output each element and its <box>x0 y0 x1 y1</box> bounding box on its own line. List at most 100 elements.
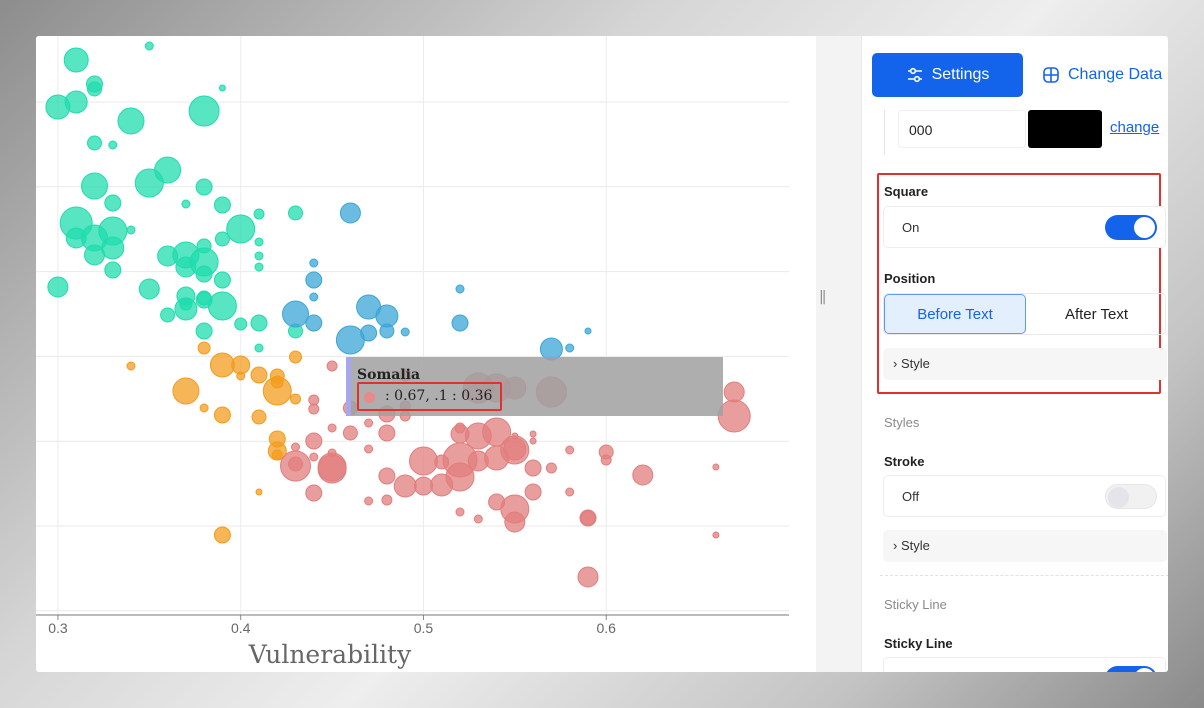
stroke-toggle-row: Off <box>883 475 1166 517</box>
data-point-red <box>378 424 396 442</box>
data-point-red <box>342 425 358 441</box>
toggle-knob <box>1134 668 1155 672</box>
data-point-green <box>63 47 89 73</box>
tooltip-title: Somalia <box>357 367 421 383</box>
data-point-orange <box>236 371 246 381</box>
data-point-green <box>214 231 230 247</box>
data-point-red <box>378 467 396 485</box>
tab-settings-label: Settings <box>931 66 990 83</box>
data-point-green <box>254 237 264 247</box>
data-point-red <box>529 437 537 445</box>
data-point-red <box>308 403 320 415</box>
grid-table-icon <box>1043 67 1059 83</box>
sticky-line-toggle-switch[interactable] <box>1105 666 1157 672</box>
data-point-green <box>154 156 182 184</box>
chevron-right-icon: › <box>893 356 898 371</box>
data-point-green <box>47 276 69 298</box>
data-point-orange <box>251 409 267 425</box>
data-point-red <box>430 473 454 497</box>
app-frame: 0.3 0.4 0.5 0.6 Vulnerability Somalia : 0.67… <box>36 36 1168 672</box>
tooltip-series-marker <box>364 392 375 403</box>
data-point-green <box>288 205 303 221</box>
data-point-red <box>454 422 466 434</box>
data-point-red <box>291 442 300 452</box>
color-swatch[interactable] <box>1028 110 1102 148</box>
x-tick-label: 0.4 <box>231 620 251 636</box>
drag-handle-icon[interactable]: || <box>819 289 827 305</box>
chart-area: 0.3 0.4 0.5 0.6 Vulnerability Somalia : 0.67… <box>36 36 816 672</box>
data-point-blue <box>339 202 361 224</box>
sticky-line-label: Sticky Line <box>884 636 953 651</box>
data-point-red <box>305 432 323 450</box>
position-after-text-option[interactable]: After Text <box>1064 305 1129 323</box>
square-settings-highlight <box>877 173 1161 394</box>
data-point-green <box>213 271 231 289</box>
data-point-green <box>196 290 212 306</box>
data-point-orange <box>199 403 209 413</box>
sliders-icon <box>907 67 922 83</box>
data-point-green <box>174 297 198 321</box>
data-point-green <box>160 307 176 323</box>
data-point-green <box>213 196 231 214</box>
data-point-red <box>309 452 319 462</box>
data-point-orange <box>271 449 283 461</box>
square-toggle-row: On <box>883 206 1166 248</box>
position-label: Position <box>884 271 936 286</box>
stroke-toggle-value: Off <box>902 489 920 504</box>
data-point-green <box>84 244 105 266</box>
color-hex-input[interactable]: 000 <box>898 110 1026 148</box>
data-point-orange <box>172 377 200 405</box>
position-segmented-control: Before Text After Text <box>883 293 1166 335</box>
data-point-red <box>364 496 374 506</box>
data-point-green <box>196 238 212 254</box>
data-point-green <box>254 343 264 353</box>
data-point-red <box>317 452 347 482</box>
data-point-red <box>473 514 483 524</box>
data-point-orange <box>270 375 284 389</box>
square-style-expander[interactable]: › Style <box>883 348 1167 380</box>
data-point-blue <box>309 258 319 268</box>
data-point-red <box>524 483 542 501</box>
tab-settings[interactable]: Settings <box>872 53 1023 97</box>
data-point-green <box>108 140 118 150</box>
data-point-orange <box>289 350 302 364</box>
panel-tabs: Settings Change Data <box>872 53 1168 97</box>
data-point-green <box>104 194 122 212</box>
data-point-green <box>195 322 213 340</box>
data-point-blue <box>309 292 319 302</box>
data-point-red <box>364 418 374 428</box>
data-point-orange <box>290 393 301 405</box>
data-point-red <box>717 399 751 433</box>
data-point-red <box>600 454 612 466</box>
stroke-style-expander[interactable]: › Style <box>883 530 1167 562</box>
toggle-knob <box>1108 487 1129 508</box>
x-tick-label: 0.3 <box>48 620 68 636</box>
chart-tooltip: Somalia : 0.67, .1 : 0.36 <box>346 357 723 416</box>
data-point-blue <box>451 314 469 332</box>
data-point-orange <box>209 352 235 378</box>
data-point-red <box>545 462 557 474</box>
x-axis-title: Vulnerability <box>248 640 412 669</box>
data-point-green <box>101 236 125 260</box>
stroke-label: Stroke <box>884 454 925 469</box>
scatter-chart: 0.3 0.4 0.5 0.6 Vulnerability <box>36 36 789 669</box>
sticky-line-section-title: Sticky Line <box>884 597 947 612</box>
square-toggle-switch[interactable] <box>1105 215 1157 240</box>
data-point-orange <box>126 361 136 371</box>
tab-change-data[interactable]: Change Data <box>1042 53 1168 97</box>
data-point-orange <box>197 341 211 355</box>
color-row: 000 change <box>884 110 1164 155</box>
data-point-red <box>712 463 720 471</box>
data-point-green <box>195 265 213 283</box>
data-point-orange <box>231 355 251 375</box>
data-point-red <box>529 430 537 438</box>
data-point-blue <box>360 324 378 342</box>
stroke-toggle-switch[interactable] <box>1105 484 1157 509</box>
change-color-link[interactable]: change <box>1110 119 1160 136</box>
position-before-text-option[interactable]: Before Text <box>884 294 1026 334</box>
data-point-blue <box>379 323 395 339</box>
data-point-green <box>126 225 136 235</box>
data-point-green <box>144 41 154 51</box>
data-point-red <box>305 484 323 502</box>
panel-resize-divider[interactable]: || <box>816 36 861 672</box>
